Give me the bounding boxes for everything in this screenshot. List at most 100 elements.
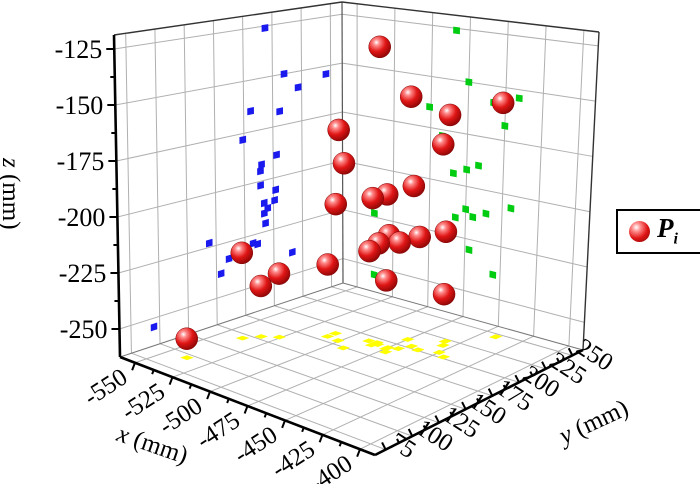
y-tick-minor (556, 357, 560, 363)
right-wall-grid-z (342, 111, 593, 157)
x-tick-major (281, 420, 286, 429)
projection-point-left-wall (217, 269, 225, 279)
right-wall-grid-x (568, 30, 585, 347)
projection-point-right-wall (501, 121, 509, 130)
projection-point-left-wall (261, 24, 269, 32)
z-tick-label: -175 (57, 147, 105, 176)
projection-point-left-wall (280, 69, 288, 78)
projection-point-left-wall (271, 196, 278, 205)
floor-grid-y (274, 305, 520, 383)
y-tick-minor (476, 398, 480, 403)
x-tick-minor (338, 441, 343, 447)
y-tick-major (434, 415, 440, 424)
data-point-sphere (361, 186, 384, 210)
data-point-sphere (249, 274, 273, 298)
projection-point-floor (254, 334, 268, 339)
projection-point-right-wall (465, 245, 473, 255)
floor-back-left-edge (119, 282, 344, 358)
left-wall-grid-z (117, 160, 343, 218)
projection-point-floor (328, 331, 343, 336)
x-tick-major (243, 405, 249, 414)
projection-point-left-wall (257, 181, 264, 190)
left-wall-grid-z (115, 62, 343, 106)
x-tick-major (131, 362, 136, 371)
projection-point-right-wall (515, 94, 523, 103)
floor-grid-y (131, 352, 386, 451)
z-axis-title: z (mm) (0, 157, 24, 230)
floor-grid-y (245, 314, 493, 397)
right-wall-grid-x (533, 25, 547, 337)
projection-point-left-wall (272, 185, 280, 195)
projection-point-left-wall (150, 322, 158, 332)
projection-point-right-wall (482, 209, 490, 218)
projection-point-left-wall (260, 198, 268, 208)
x-tick-major (356, 448, 361, 458)
data-point-sphere (368, 35, 391, 59)
projection-point-floor (436, 342, 450, 348)
floor-grid-y (188, 333, 440, 424)
projection-point-left-wall (247, 107, 254, 116)
projection-point-left-wall (205, 238, 213, 248)
left-wall-grid-y (212, 20, 218, 325)
right-wall-top-edge (341, 1, 600, 33)
projection-point-right-wall (451, 213, 459, 222)
data-point-sphere (327, 118, 350, 142)
projection-point-floor (400, 337, 415, 342)
projection-point-left-wall (262, 218, 269, 228)
projection-point-floor (320, 334, 335, 339)
projection-point-floor (378, 349, 393, 355)
left-wall-grid-y (125, 33, 132, 354)
projection-point-floor (370, 342, 385, 347)
projection-point-right-wall (469, 212, 477, 222)
right-wall-grid-z (342, 160, 591, 213)
projection-point-right-wall (475, 161, 482, 170)
projection-point-floor (381, 345, 395, 351)
x-tick-major (206, 391, 211, 400)
x-tick-minor (151, 369, 155, 375)
y-tick-minor (396, 438, 400, 444)
x-tick-minor (226, 398, 230, 404)
projection-point-floor (272, 334, 287, 340)
legend: Pi (616, 209, 700, 254)
left-wall-grid-y (242, 16, 247, 316)
floor-back-right-edge (342, 282, 584, 351)
right-wall-grid-z (341, 13, 599, 47)
left-wall-grid-y (271, 12, 275, 306)
data-point-sphere (399, 85, 423, 108)
projection-point-right-wall (371, 208, 378, 218)
right-wall-grid-x (427, 12, 434, 307)
data-point-sphere (316, 253, 339, 276)
left-wall-grid-y (183, 24, 190, 335)
floor-grid-x (209, 306, 428, 393)
projection-point-floor (411, 347, 425, 353)
left-wall-top-edge (113, 1, 343, 36)
projection-point-right-wall (489, 270, 497, 279)
left-wall-grid-z (119, 258, 344, 330)
floor-grid-y (331, 286, 573, 356)
back-corner-edge (341, 1, 344, 284)
z-tick-label: -125 (55, 35, 103, 64)
projection-point-floor (489, 334, 503, 340)
left-wall-grid-z (114, 13, 343, 50)
floor-grid-y (217, 324, 466, 410)
projection-point-right-wall (426, 102, 434, 111)
left-wall-grid-y (300, 7, 304, 297)
z-axis (112, 34, 122, 358)
projection-point-floor (331, 338, 345, 344)
data-point-sphere (358, 239, 381, 263)
floor-grid-y (302, 295, 546, 370)
projection-point-right-wall (463, 165, 471, 174)
projection-point-left-wall (264, 203, 272, 213)
projection-point-floor (361, 338, 376, 344)
floor-grid-x (322, 335, 534, 436)
left-wall-grid-z (116, 111, 343, 162)
data-point-sphere (267, 262, 291, 285)
projection-point-left-wall (254, 239, 262, 249)
data-point-sphere (175, 327, 198, 350)
projection-point-right-wall (462, 205, 470, 214)
floor-grid-x (134, 286, 358, 364)
left-wall-grid-y (154, 29, 161, 344)
y-tick-major (461, 401, 467, 410)
data-point-sphere (230, 241, 254, 265)
